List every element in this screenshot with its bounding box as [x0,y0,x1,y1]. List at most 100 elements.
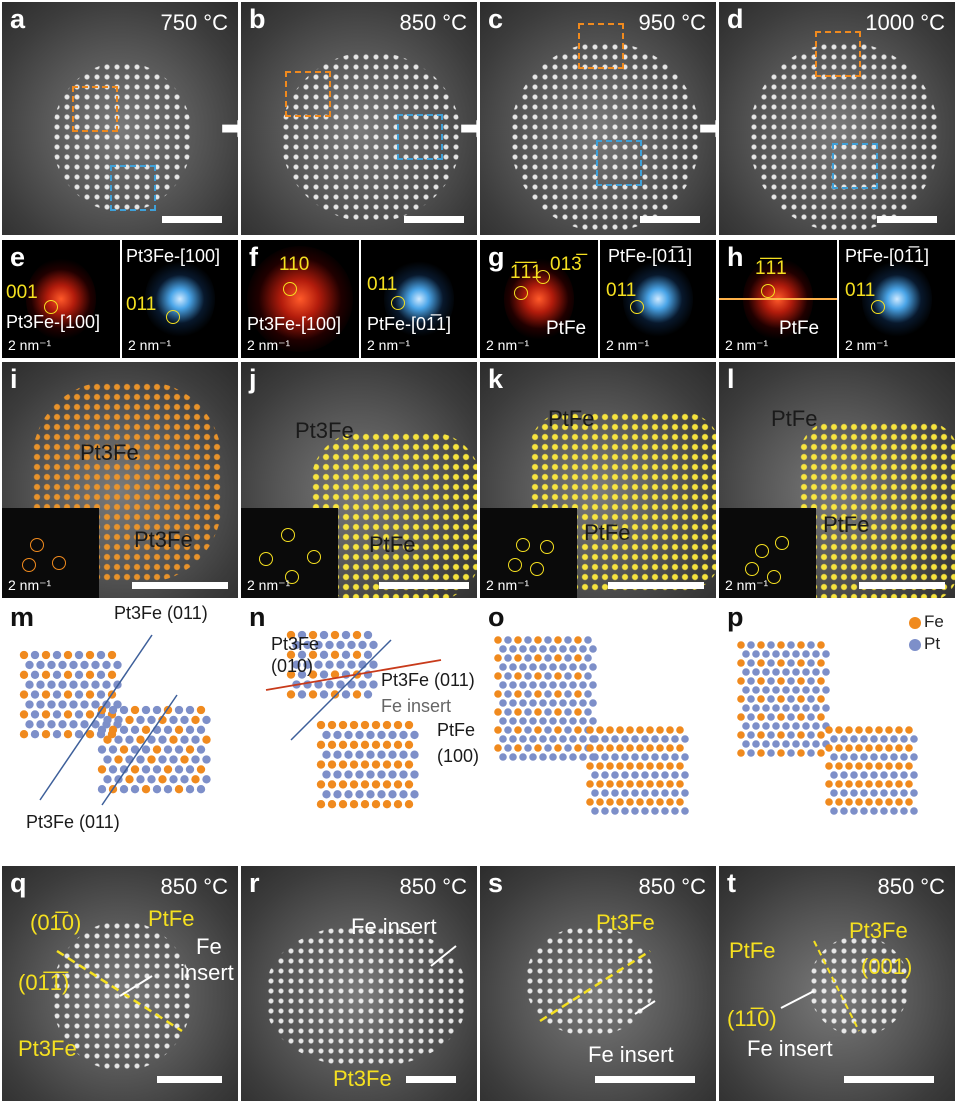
pt-atom [802,686,810,694]
pt-atom [802,650,810,658]
fe-atom [554,672,562,680]
pt-atom [539,753,547,761]
pt-atom [333,750,342,759]
pt-atom [840,789,848,797]
pt-atom [840,753,848,761]
pt-atom [504,672,512,680]
pt-atom [860,735,868,743]
panel-label: p [727,602,744,632]
fe-atom [202,735,211,744]
fe-atom [825,798,833,806]
scale-bar-label: 2 nm⁻¹ [8,577,52,593]
fe-atom [514,672,522,680]
pt-atom [860,807,868,815]
pt-atom [782,686,790,694]
pt-atom [579,645,587,653]
pt-atom [752,686,760,694]
pt-atom [509,717,517,725]
fe-atom [382,800,392,809]
scale-bar [844,1076,934,1083]
pt-atom [787,677,795,685]
pt-atom [519,753,527,761]
pt-atom [344,750,353,759]
fe-atom [534,690,542,698]
fe-atom [616,726,624,734]
fe-atom [855,762,863,770]
pt-atom [812,650,820,658]
zone-axis-caption: Pt3Fe-[100] [247,314,342,334]
panel-label: s [488,868,504,898]
panel-m: m Pt3Fe (011) Pt3Fe (011) [2,600,238,862]
pt-atom [589,663,597,671]
pt-atom [319,670,329,679]
panel-q: q 850 °C (01̅0) (01̅1̅) PtFe Fe insert P… [2,866,238,1101]
fe-atom [534,708,542,716]
panel-a: a 750 °C [2,2,238,235]
fe-atom [905,744,913,752]
region-box-blue [397,114,443,160]
fe-atom [574,636,582,644]
pt-atom [792,740,800,748]
pt-atom [113,660,122,670]
pt-atom [747,731,755,739]
pt-atom [782,650,790,658]
region-box-orange [285,71,331,117]
pt-atom [807,749,815,757]
panel-label: c [488,4,504,34]
pt-atom [641,807,649,815]
scale-bar [608,582,704,589]
fe-atom [85,690,95,699]
panel-g-fft-blue: PtFe-[01̅1] 011 2 nm⁻¹ [600,240,716,358]
zone-axis-caption: PtFe-[01̅1] [845,246,930,266]
pt-atom [880,807,888,815]
pt-atom [297,630,307,640]
pt-atom [399,730,408,740]
pt-atom [74,710,84,719]
pt-atom [591,735,599,743]
pt-atom [366,790,375,799]
fe-atom [393,800,403,809]
pt-atom-icon [909,638,921,651]
fe-atom [905,762,913,770]
pt-atom [499,699,507,707]
pt-atom [504,636,512,644]
phase-label: Pt3Fe [333,1066,392,1091]
fe-atom [777,731,785,739]
fe-atom [130,765,140,774]
fe-atom [352,690,362,699]
pt-atom [579,753,587,761]
pt-atom [782,668,790,676]
pt-atom [319,630,329,640]
fe-atom [338,740,348,749]
pt-atom [787,731,795,739]
fe-atom [327,760,337,769]
fe-atom [163,765,173,774]
pt-atom [58,700,67,709]
fe-atom [905,798,913,806]
pt-atom [314,680,323,689]
pt-atom [589,717,597,725]
pt-atom [163,745,173,754]
fe-atom [382,720,392,730]
ptfe-lattice [316,720,419,809]
pt-atom [47,660,56,670]
pt-atom [519,717,527,725]
temperature: 850 °C [877,874,945,899]
fe-insert-label: Fe insert [351,914,437,939]
pt-atom [671,753,679,761]
scale-bar-label: 2 nm⁻¹ [725,577,769,593]
panel-b: b 850 °C [241,2,477,235]
pt-atom [569,735,577,743]
scale-bar-label: 2 nm⁻¹ [486,577,530,593]
fe-atom [371,780,381,789]
pt-atom [196,785,206,794]
pt-atom [807,731,815,739]
fe-atom [352,650,362,659]
fe-atom [63,710,73,719]
phase-label: PtFe [823,512,870,537]
pt-atom [499,681,507,689]
pt-atom [333,790,342,799]
fe-atom [327,740,337,749]
pt-atom [69,720,78,729]
fe-atom [130,705,140,715]
